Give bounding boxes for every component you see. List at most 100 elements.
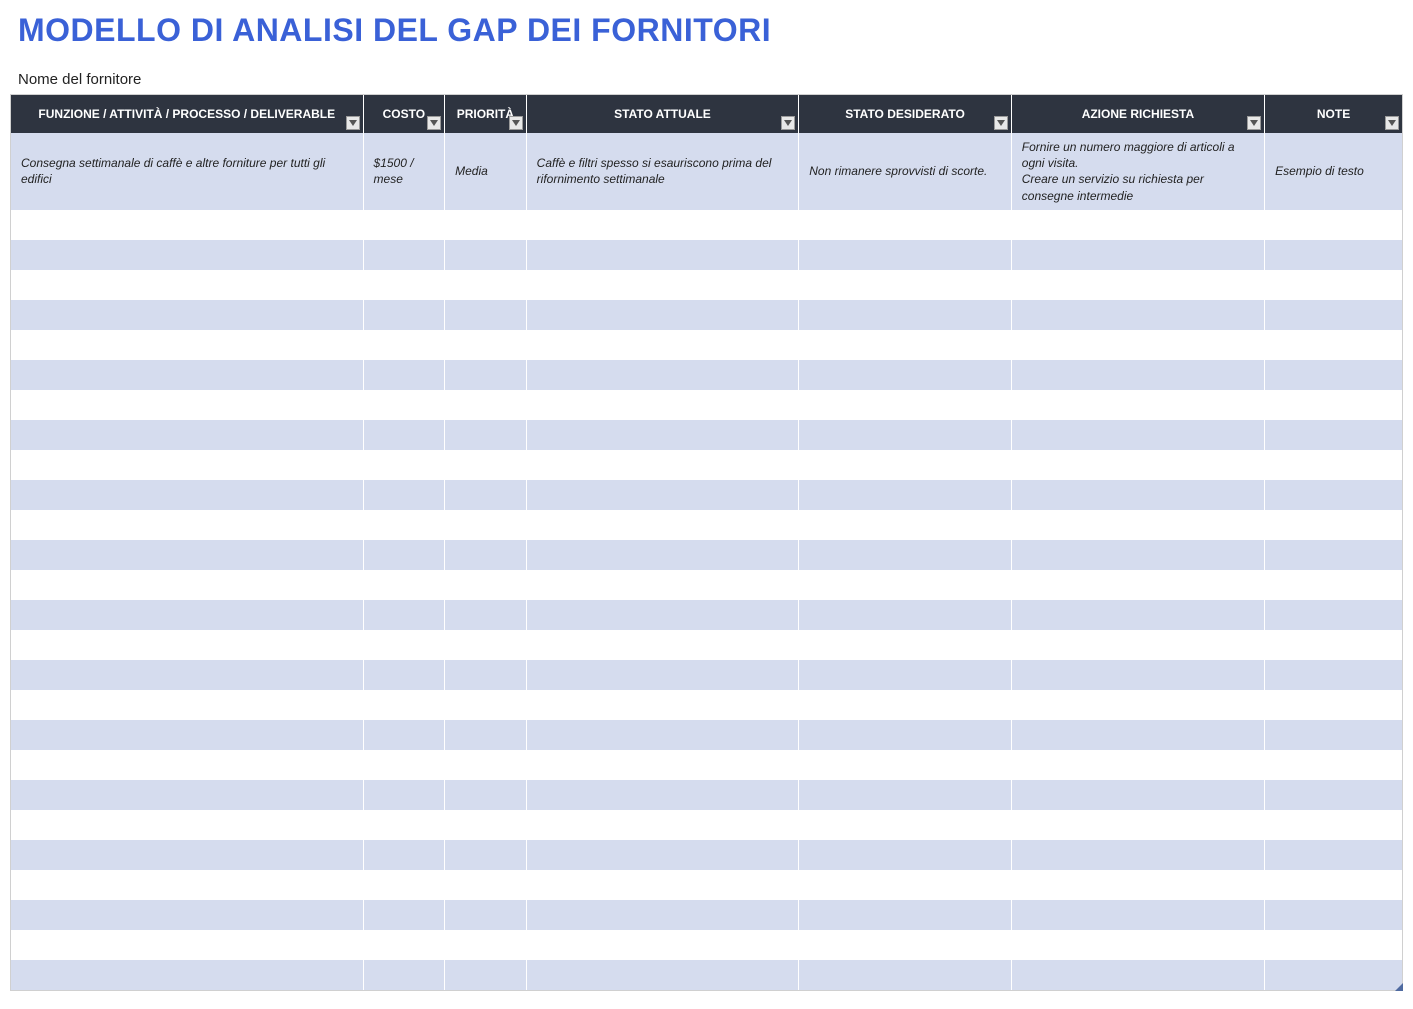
cell-prio[interactable] [445,600,527,630]
cell-curr[interactable] [526,630,799,660]
cell-desi[interactable] [799,600,1012,630]
cell-act[interactable] [1011,420,1264,450]
cell-desi[interactable] [799,690,1012,720]
cell-func[interactable] [11,300,363,330]
cell-note[interactable] [1265,360,1402,390]
table-resize-handle[interactable] [1395,983,1403,991]
cell-cost[interactable] [363,420,445,450]
cell-note[interactable] [1265,630,1402,660]
cell-act[interactable] [1011,210,1264,240]
cell-note[interactable] [1265,510,1402,540]
cell-prio[interactable] [445,960,527,990]
cell-cost[interactable] [363,270,445,300]
cell-desi[interactable] [799,780,1012,810]
cell-prio[interactable] [445,690,527,720]
cell-prio[interactable] [445,570,527,600]
cell-desi[interactable] [799,480,1012,510]
cell-cost[interactable] [363,960,445,990]
cell-desi[interactable] [799,240,1012,270]
cell-prio[interactable] [445,870,527,900]
filter-dropdown-icon[interactable] [427,116,441,130]
cell-act[interactable] [1011,360,1264,390]
cell-act[interactable]: Fornire un numero maggiore di articoli a… [1011,133,1264,210]
cell-cost[interactable] [363,720,445,750]
cell-func[interactable] [11,540,363,570]
cell-func[interactable] [11,510,363,540]
cell-act[interactable] [1011,300,1264,330]
cell-cost[interactable] [363,780,445,810]
cell-curr[interactable] [526,660,799,690]
cell-cost[interactable] [363,750,445,780]
cell-func[interactable] [11,720,363,750]
cell-act[interactable] [1011,780,1264,810]
cell-curr[interactable] [526,510,799,540]
cell-cost[interactable] [363,840,445,870]
cell-curr[interactable] [526,720,799,750]
cell-curr[interactable] [526,900,799,930]
cell-cost[interactable] [363,540,445,570]
cell-func[interactable] [11,360,363,390]
cell-note[interactable] [1265,540,1402,570]
cell-prio[interactable] [445,450,527,480]
cell-cost[interactable] [363,870,445,900]
cell-desi[interactable] [799,450,1012,480]
cell-desi[interactable] [799,570,1012,600]
cell-cost[interactable] [363,660,445,690]
cell-note[interactable] [1265,840,1402,870]
cell-act[interactable] [1011,750,1264,780]
cell-cost[interactable] [363,900,445,930]
cell-act[interactable] [1011,390,1264,420]
cell-cost[interactable] [363,360,445,390]
cell-act[interactable] [1011,930,1264,960]
cell-curr[interactable] [526,570,799,600]
cell-cost[interactable] [363,930,445,960]
cell-note[interactable] [1265,480,1402,510]
cell-func[interactable] [11,630,363,660]
cell-prio[interactable] [445,930,527,960]
cell-prio[interactable]: Media [445,133,527,210]
cell-desi[interactable] [799,540,1012,570]
cell-act[interactable] [1011,630,1264,660]
cell-cost[interactable] [363,330,445,360]
cell-func[interactable] [11,420,363,450]
cell-desi[interactable] [799,300,1012,330]
cell-desi[interactable] [799,840,1012,870]
cell-func[interactable] [11,750,363,780]
cell-act[interactable] [1011,330,1264,360]
cell-desi[interactable] [799,360,1012,390]
cell-cost[interactable] [363,240,445,270]
cell-func[interactable] [11,900,363,930]
cell-note[interactable] [1265,240,1402,270]
cell-func[interactable] [11,330,363,360]
cell-note[interactable] [1265,570,1402,600]
cell-note[interactable]: Esempio di testo [1265,133,1402,210]
cell-prio[interactable] [445,210,527,240]
cell-note[interactable] [1265,960,1402,990]
cell-prio[interactable] [445,810,527,840]
cell-desi[interactable] [799,960,1012,990]
filter-dropdown-icon[interactable] [509,116,523,130]
cell-prio[interactable] [445,540,527,570]
filter-dropdown-icon[interactable] [1385,116,1399,130]
cell-curr[interactable] [526,450,799,480]
cell-act[interactable] [1011,720,1264,750]
cell-note[interactable] [1265,930,1402,960]
cell-act[interactable] [1011,510,1264,540]
cell-func[interactable] [11,780,363,810]
filter-dropdown-icon[interactable] [346,116,360,130]
cell-func[interactable] [11,270,363,300]
cell-desi[interactable] [799,750,1012,780]
cell-cost[interactable] [363,810,445,840]
cell-curr[interactable]: Caffè e filtri spesso si esauriscono pri… [526,133,799,210]
cell-func[interactable] [11,480,363,510]
cell-cost[interactable] [363,570,445,600]
cell-func[interactable] [11,960,363,990]
cell-func[interactable] [11,840,363,870]
cell-note[interactable] [1265,300,1402,330]
cell-curr[interactable] [526,390,799,420]
cell-cost[interactable] [363,480,445,510]
cell-func[interactable] [11,600,363,630]
cell-note[interactable] [1265,870,1402,900]
cell-act[interactable] [1011,480,1264,510]
cell-note[interactable] [1265,420,1402,450]
